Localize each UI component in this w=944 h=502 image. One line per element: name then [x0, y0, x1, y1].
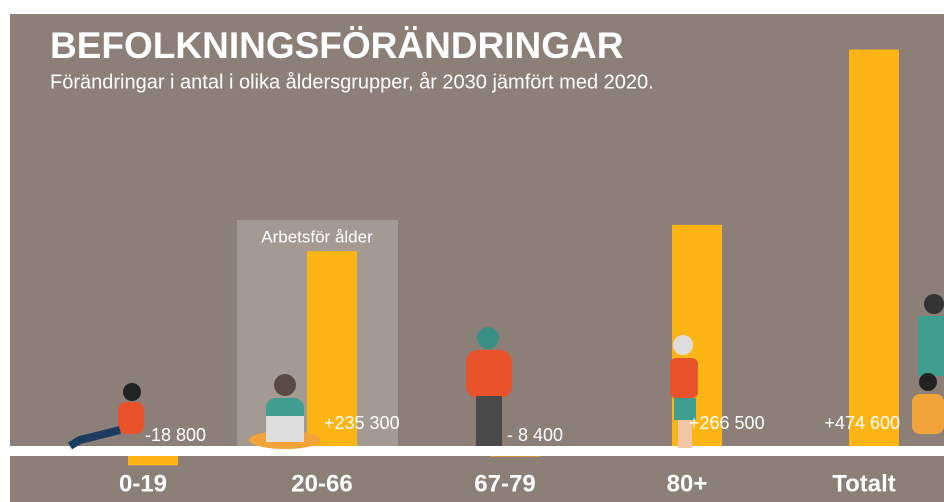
figure-head [919, 373, 937, 391]
figure-head [123, 383, 141, 401]
bar [849, 50, 899, 450]
figure-body [918, 316, 944, 376]
annotation: Arbetsför ålder [261, 227, 373, 246]
x-tick-label: 20-66 [291, 470, 352, 497]
value-label: +474 600 [824, 413, 900, 433]
page: Arbetsför ålder BEFOLKNINGSFÖRÄNDRINGAR … [0, 0, 944, 502]
figure-body [912, 394, 944, 434]
value-label: -18 800 [145, 425, 206, 445]
figure-body [670, 358, 698, 398]
chart-subtitle: Förändringar i antal i olika åldersgrupp… [50, 71, 654, 93]
figure-head [924, 294, 944, 314]
figure-body [466, 350, 512, 398]
x-tick-label: 0-19 [119, 470, 167, 497]
x-tick-label: 80+ [667, 470, 708, 497]
figure-head [477, 327, 499, 349]
chart-title: BEFOLKNINGSFÖRÄNDRINGAR [50, 25, 623, 66]
x-tick-label: Totalt [832, 470, 896, 497]
x-tick-label: 67-79 [474, 470, 535, 497]
value-label: +235 300 [324, 413, 400, 433]
value-label: - 8 400 [507, 425, 563, 445]
chart: Arbetsför ålder BEFOLKNINGSFÖRÄNDRINGAR … [0, 0, 944, 502]
figure-laptop [266, 416, 304, 442]
value-label: +266 500 [689, 413, 765, 433]
figure-head [673, 335, 693, 355]
figure-leg [476, 396, 502, 446]
figure-head [274, 374, 296, 396]
baseline [10, 446, 944, 456]
figure-body [118, 402, 144, 434]
